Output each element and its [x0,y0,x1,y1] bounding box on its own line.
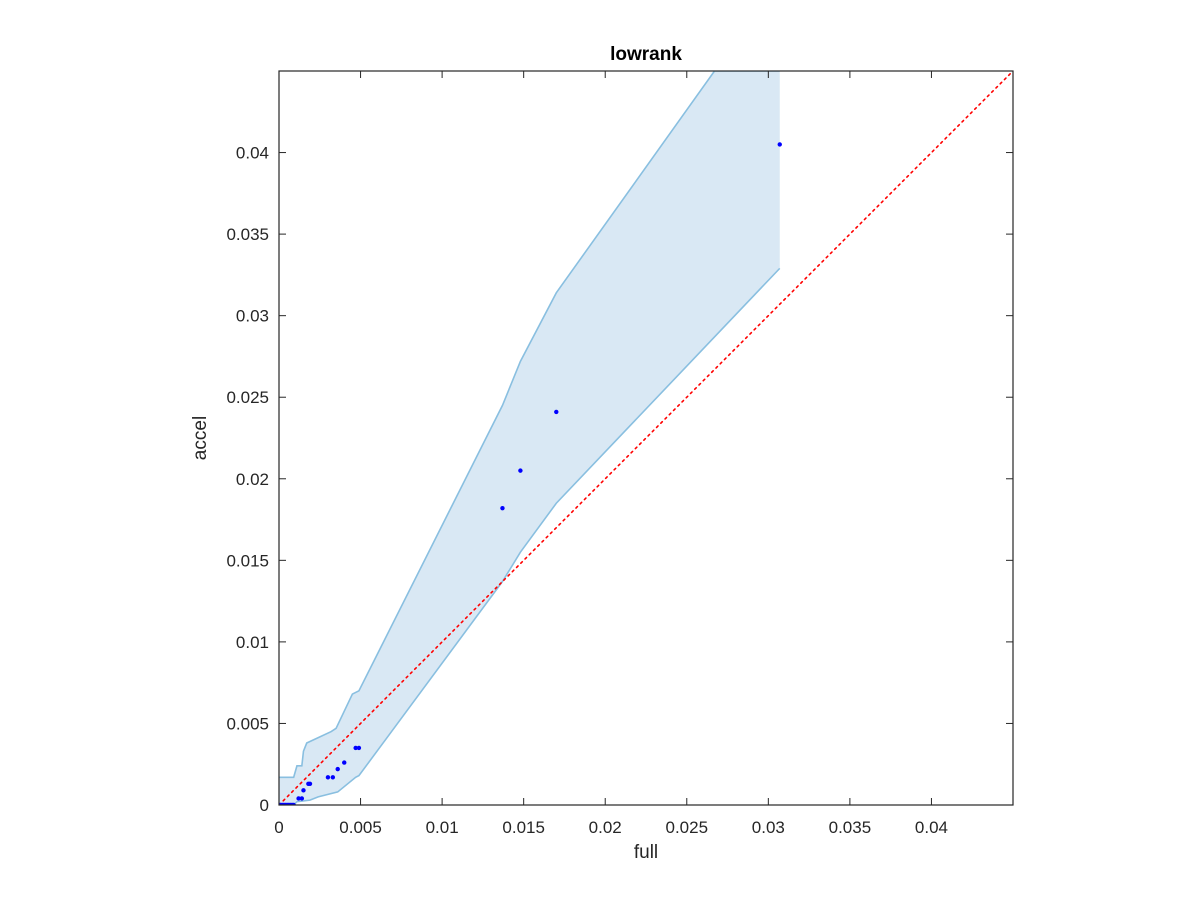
x-tick-label: 0.02 [589,818,622,837]
data-point [500,505,505,511]
x-axis-ticks: 0 0.005 0.01 0.015 0.02 0.025 0.03 0.035 0.04 [274,71,948,837]
data-point [307,781,313,786]
data-point [777,142,782,147]
confidence-band [279,71,781,805]
chart-title: lowrank [610,44,682,65]
y-tick-label: 0.03 [236,307,269,326]
axes-box [278,70,1014,806]
plot-area [279,71,1013,805]
data-point [335,766,340,772]
data-point [518,468,523,473]
data-point [299,796,305,801]
y-tick-label: 0.04 [236,144,269,163]
identity-reference-line [279,71,1013,805]
x-axis-label: full [634,842,658,863]
y-tick-label: 0.01 [236,633,269,652]
band-fill [279,71,780,805]
x-tick-label: 0 [274,818,283,837]
band-upper-edge [279,71,780,779]
x-tick-label: 0.03 [752,818,785,837]
data-point [330,775,336,780]
data-point [342,760,347,765]
y-tick-label: 0 [260,796,269,815]
y-axis-ticks: 0 0.005 0.01 0.015 0.02 0.025 0.03 0.035 0.04 [226,144,1013,815]
x-tick-label: 0.01 [426,818,459,837]
identity-line-group [279,71,1013,805]
y-tick-label: 0.02 [236,470,269,489]
x-tick-label: 0.005 [339,818,382,837]
x-tick-label: 0.035 [829,818,872,837]
y-tick-label: 0.005 [226,714,269,733]
y-tick-label: 0.035 [226,225,269,244]
y-axis-label: accel [190,416,211,460]
band-lower-edge [279,267,781,805]
data-point [301,788,306,793]
x-tick-label: 0.015 [502,818,545,837]
x-tick-label: 0.04 [915,818,948,837]
data-point [356,745,362,751]
y-tick-label: 0.025 [226,388,269,407]
data-point [296,796,301,801]
data-point [353,745,358,751]
y-tick-label: 0.015 [226,551,269,570]
data-point [325,775,331,780]
x-tick-label: 0.025 [666,818,709,837]
data-point [554,409,559,415]
